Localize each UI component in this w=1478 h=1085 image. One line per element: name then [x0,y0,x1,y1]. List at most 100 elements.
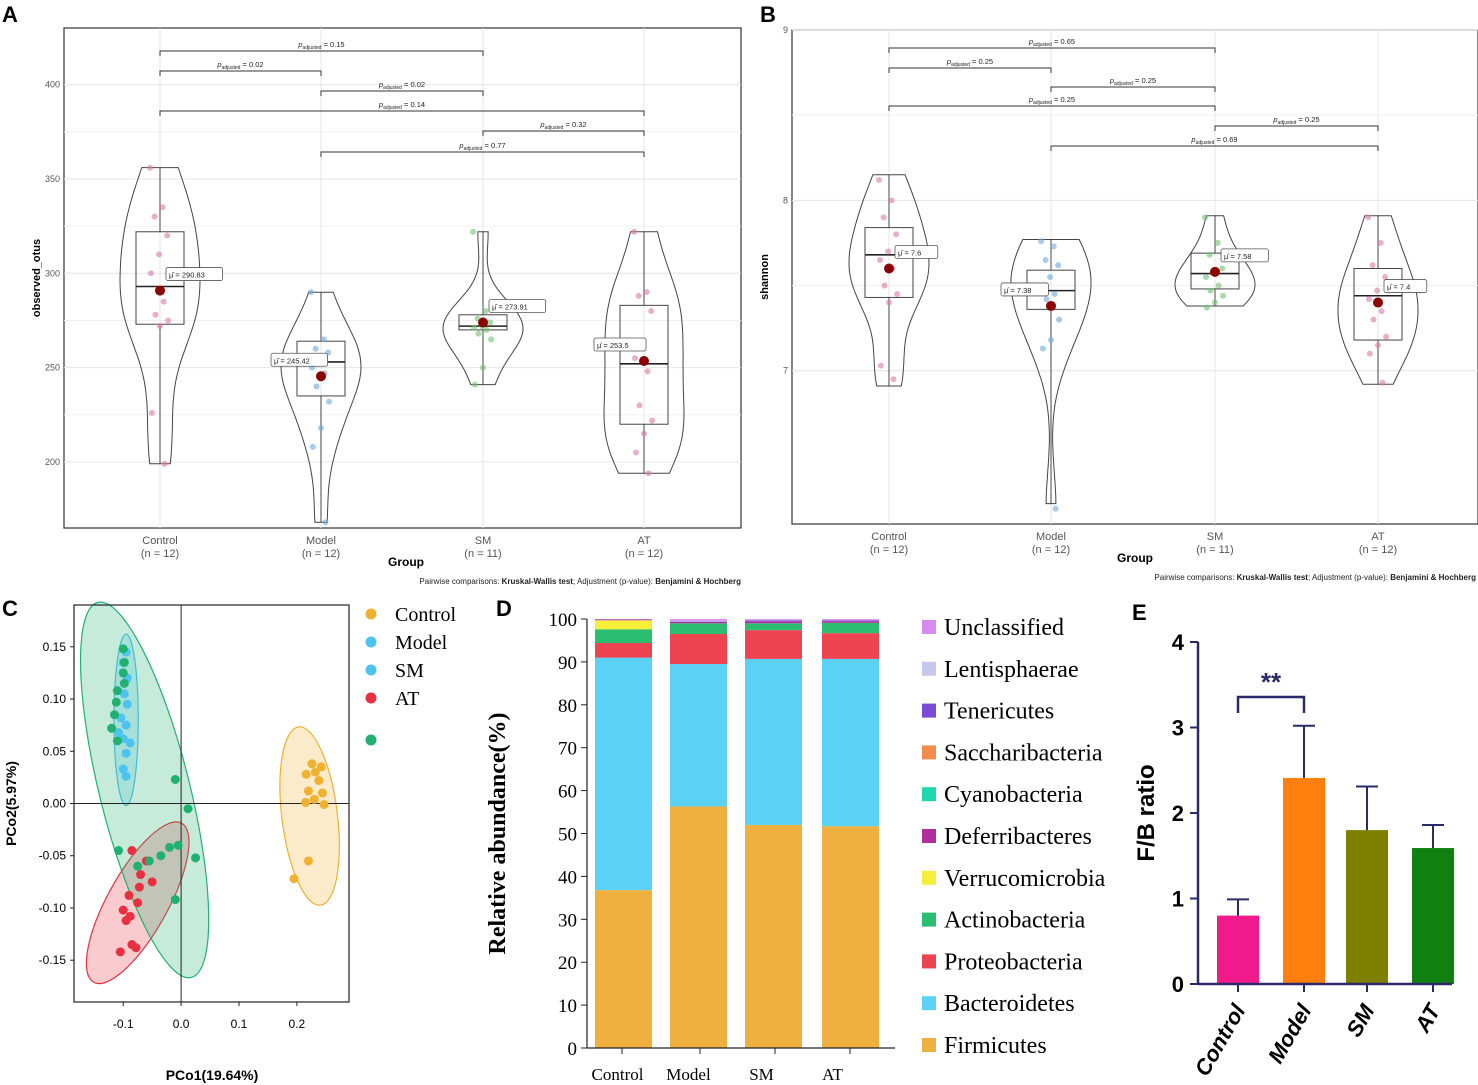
data-point [148,270,154,277]
y-axis-label: shannon [759,254,771,300]
legend-label: Unclassified [944,615,1064,641]
x-tick-label: SM [1341,999,1379,1041]
data-point [1374,287,1381,294]
violin-control [848,174,930,387]
data-point [1043,296,1050,303]
significance-label: ** [1261,667,1282,697]
mean-label: μ̂ = 290.83 [169,271,205,280]
data-point [877,362,884,369]
x-tick-label: -0.1 [113,1017,134,1031]
x-tick-label: Model [306,535,336,547]
violin-at [603,231,685,474]
data-point-control [301,797,311,807]
data-point-sm [114,846,124,856]
footnote: Pairwise comparisons: Kruskal-Wallis tes… [1154,573,1476,582]
mean-point [478,317,488,328]
comparison-label: padjusted = 0.02 [216,60,263,71]
data-point [636,402,643,409]
legend-label: Cyanobacteria [944,782,1083,808]
x-axis-label: Group [1117,551,1153,565]
data-point-control [289,874,299,884]
data-point-model [118,764,128,774]
data-point [1382,274,1389,280]
data-point-at [124,890,134,900]
data-point-control [303,856,313,866]
data-point [1042,256,1049,263]
mean-label-box [488,299,546,313]
mean-label-box [894,245,939,259]
mean-point [1373,297,1383,308]
panel-a-observed-otus: 200 250 300 350 400 observed_otus μ̂ = 290.83 C… [31,27,742,586]
bar-at [1412,848,1454,984]
bar-segment-proteobacteria [595,643,652,658]
x-tick-label: AT [1371,531,1385,543]
panel-letter-e: E [1132,600,1147,625]
legend-marker [365,608,377,620]
legend-label: Model [395,632,448,654]
legend-label: Bacteroidetes [944,991,1075,1017]
mean-point [1210,266,1220,277]
comparison-label: padjusted = 0.25 [1272,115,1319,126]
y-tick-label: 0.05 [43,744,67,758]
violin-control [119,167,201,465]
data-point [635,292,642,299]
data-point-sm [112,736,122,746]
comparison-label: padjusted = 0.65 [1028,37,1075,48]
legend-label: Lentisphaerae [944,657,1079,683]
bar-segment-firmicutes [822,826,879,1048]
data-point [326,398,333,405]
x-tick-label: Model [1036,531,1066,543]
data-point-at [136,870,146,880]
violin-model [1010,239,1092,505]
legend-swatch [922,829,936,843]
legend-swatch [922,661,936,676]
data-point-model [122,699,132,709]
x-tick-label: AT [822,1065,843,1084]
legend-label: Control [395,604,457,626]
data-point [1220,292,1227,299]
legend-swatch [922,1038,936,1052]
data-point [893,231,900,238]
comparison-label: padjusted = 0.25 [1028,95,1075,106]
comparison-bracket [888,67,1052,73]
mean-label: μ̂ = 7.4 [1387,283,1410,292]
data-point [885,248,892,255]
legend-swatch [922,703,936,718]
data-point [881,282,888,289]
panel-letter-d: D [496,596,512,621]
data-point [470,228,477,235]
data-point [148,409,155,416]
y-axis-label: Relative abundance(%) [485,713,511,955]
y-tick-label: 2 [1172,801,1184,826]
comparison-label: padjusted = 0.77 [458,141,505,152]
data-point-sm [118,644,128,654]
data-point [876,176,883,183]
comparison-label: padjusted = 0.69 [1190,135,1237,146]
data-point [1219,265,1226,272]
comparison-bracket [888,47,1216,53]
data-point [1369,262,1376,269]
x-tick-n: (n = 12) [870,544,908,556]
data-point [644,368,651,375]
y-tick-label: 7 [783,366,788,376]
data-point-control [316,762,326,772]
bar-segment-bacteroidetes [822,658,879,827]
bar-segment-tenericutes [745,620,802,622]
data-point [1048,337,1054,344]
y-tick-label: 250 [45,363,60,373]
data-point [320,336,327,343]
footnote: Pairwise comparisons: Kruskal-Wallis tes… [419,577,741,586]
violin-at [1337,215,1419,385]
x-tick-label: 0.0 [173,1017,190,1031]
x-tick-label: 0.1 [231,1017,248,1031]
bar-segment-lentisphaerae [670,620,727,622]
data-point-at [147,877,157,887]
y-tick-label: 20 [558,953,577,974]
bar-segment-proteobacteria [822,633,879,659]
data-point-model [121,720,131,730]
data-point-sm [156,851,166,861]
x-tick-label: Control [142,535,177,547]
data-point [1051,291,1058,298]
mean-label-box [165,267,223,281]
